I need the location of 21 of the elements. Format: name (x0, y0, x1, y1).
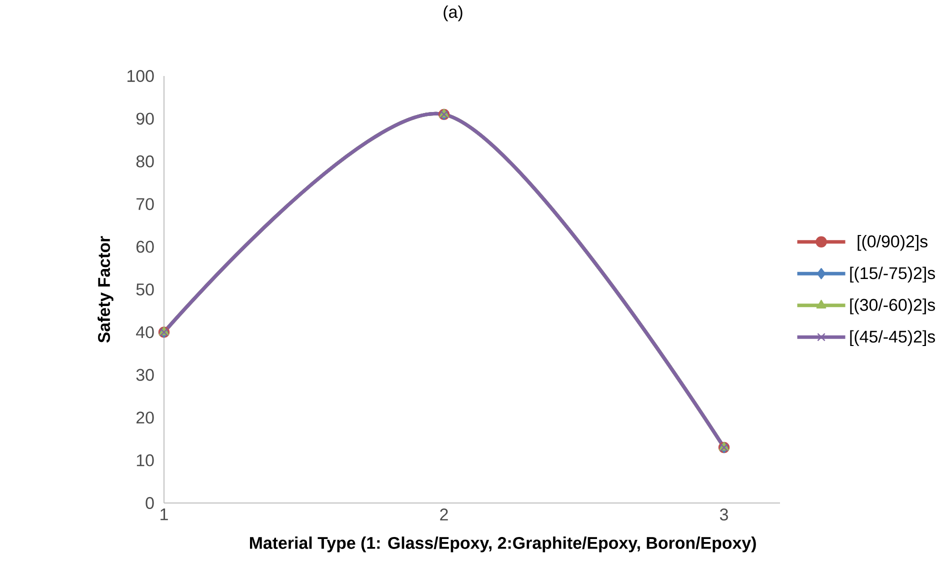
y-axis-title: Safety Factor (98, 236, 114, 343)
legend-label: [(45/-45)2]s (850, 330, 935, 346)
y-tick-label: 80 (136, 155, 154, 168)
y-tick-label: 10 (136, 454, 154, 466)
y-tick-label: 70 (136, 198, 154, 210)
y-tick-label: 100 (128, 70, 154, 82)
y-tick-label: 40 (136, 326, 154, 338)
y-tick-label: 60 (136, 240, 154, 253)
x-axis-title: Material Type (1: Glass/Epoxy, 2:Graphite/Epoxy, Boron/Epoxy) (250, 536, 756, 552)
legend-label: [(30/-60)2]s (850, 298, 935, 314)
x-tick-label: 2 (440, 508, 448, 520)
legend-label: [(0/90)2]s (858, 234, 928, 251)
y-tick-label: 0 (146, 497, 154, 509)
y-tick-label: 90 (136, 112, 154, 125)
x-tick-label: 3 (720, 508, 728, 521)
chart-title: (a) (444, 6, 462, 22)
y-tick-label: 20 (136, 412, 154, 424)
x-tick-label: 1 (160, 508, 168, 520)
y-tick-label: 30 (136, 368, 154, 381)
y-tick-label: 50 (136, 284, 154, 296)
legend-label: [(15/-75)2]s (850, 266, 935, 283)
